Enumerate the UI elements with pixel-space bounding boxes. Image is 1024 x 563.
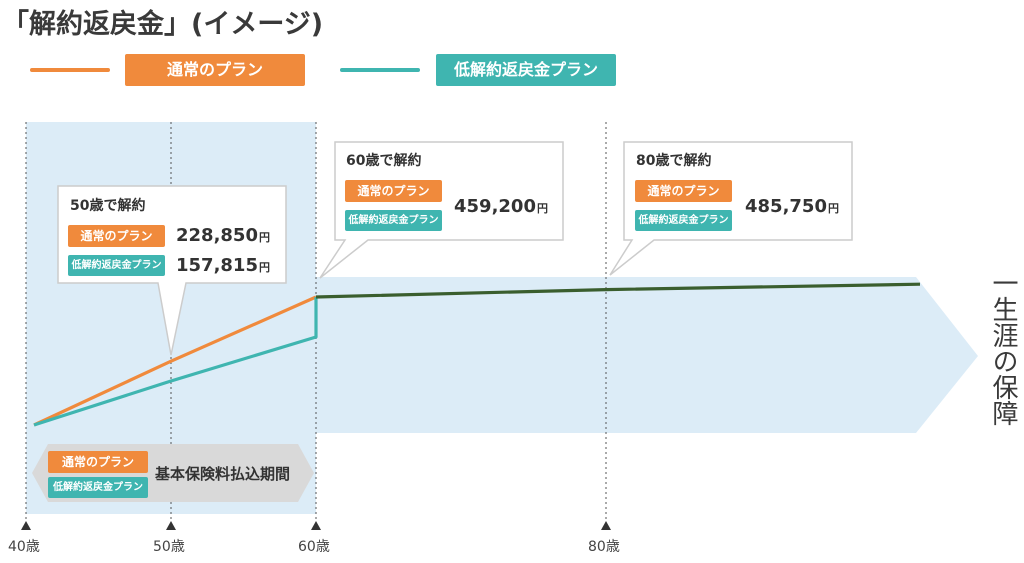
axis-tick-label-40: 40歳 [8, 539, 40, 555]
series-low-line [33, 297, 318, 427]
page-title: 「解約返戻金」(イメージ) [2, 9, 324, 40]
callout-80-box [609, 141, 853, 276]
callout-60-value: 459,200円 [454, 196, 548, 217]
callout-60-heading: 60歳で解約 [346, 153, 422, 169]
legend-normal-line [30, 68, 110, 72]
legend-normal-label: 通常のプラン [125, 54, 305, 86]
callout-80-normal-tag: 通常のプラン [635, 180, 732, 202]
axis-tick-label-60: 60歳 [298, 539, 330, 555]
callout-50-low-value: 157,815円 [176, 255, 270, 276]
tick-marker-40 [21, 521, 31, 530]
tick-marker-80 [601, 521, 611, 530]
callout-60-normal-tag: 通常のプラン [345, 180, 442, 202]
callout-50-normal-value: 228,850円 [176, 225, 270, 246]
callout-60-low-tag: 低解約返戻金プラン [345, 210, 442, 231]
lifetime-label: 一生涯の保障 [988, 270, 1018, 426]
tick-marker-60 [311, 521, 321, 530]
lifetime-coverage-arrow [316, 277, 978, 433]
series-after-60-line [315, 282, 921, 299]
callout-80-value: 485,750円 [745, 196, 839, 217]
callout-80-low-tag: 低解約返戻金プラン [635, 210, 732, 231]
period-text: 基本保険料払込期間 [155, 465, 291, 483]
tick-marker-50 [166, 521, 176, 530]
callout-50-low-tag: 低解約返戻金プラン [68, 255, 165, 276]
period-low-tag: 低解約返戻金プラン [48, 477, 148, 498]
callout-50-heading: 50歳で解約 [70, 198, 146, 214]
series-normal-line [33, 295, 317, 427]
axis-tick-label-50: 50歳 [153, 539, 185, 555]
axis-tick-label-80: 80歳 [588, 539, 620, 555]
callout-50-normal-tag: 通常のプラン [68, 225, 165, 247]
legend-low-line [340, 68, 420, 72]
legend-low-label: 低解約返戻金プラン [436, 54, 616, 86]
callout-80-heading: 80歳で解約 [636, 153, 712, 169]
period-normal-tag: 通常のプラン [48, 451, 148, 473]
